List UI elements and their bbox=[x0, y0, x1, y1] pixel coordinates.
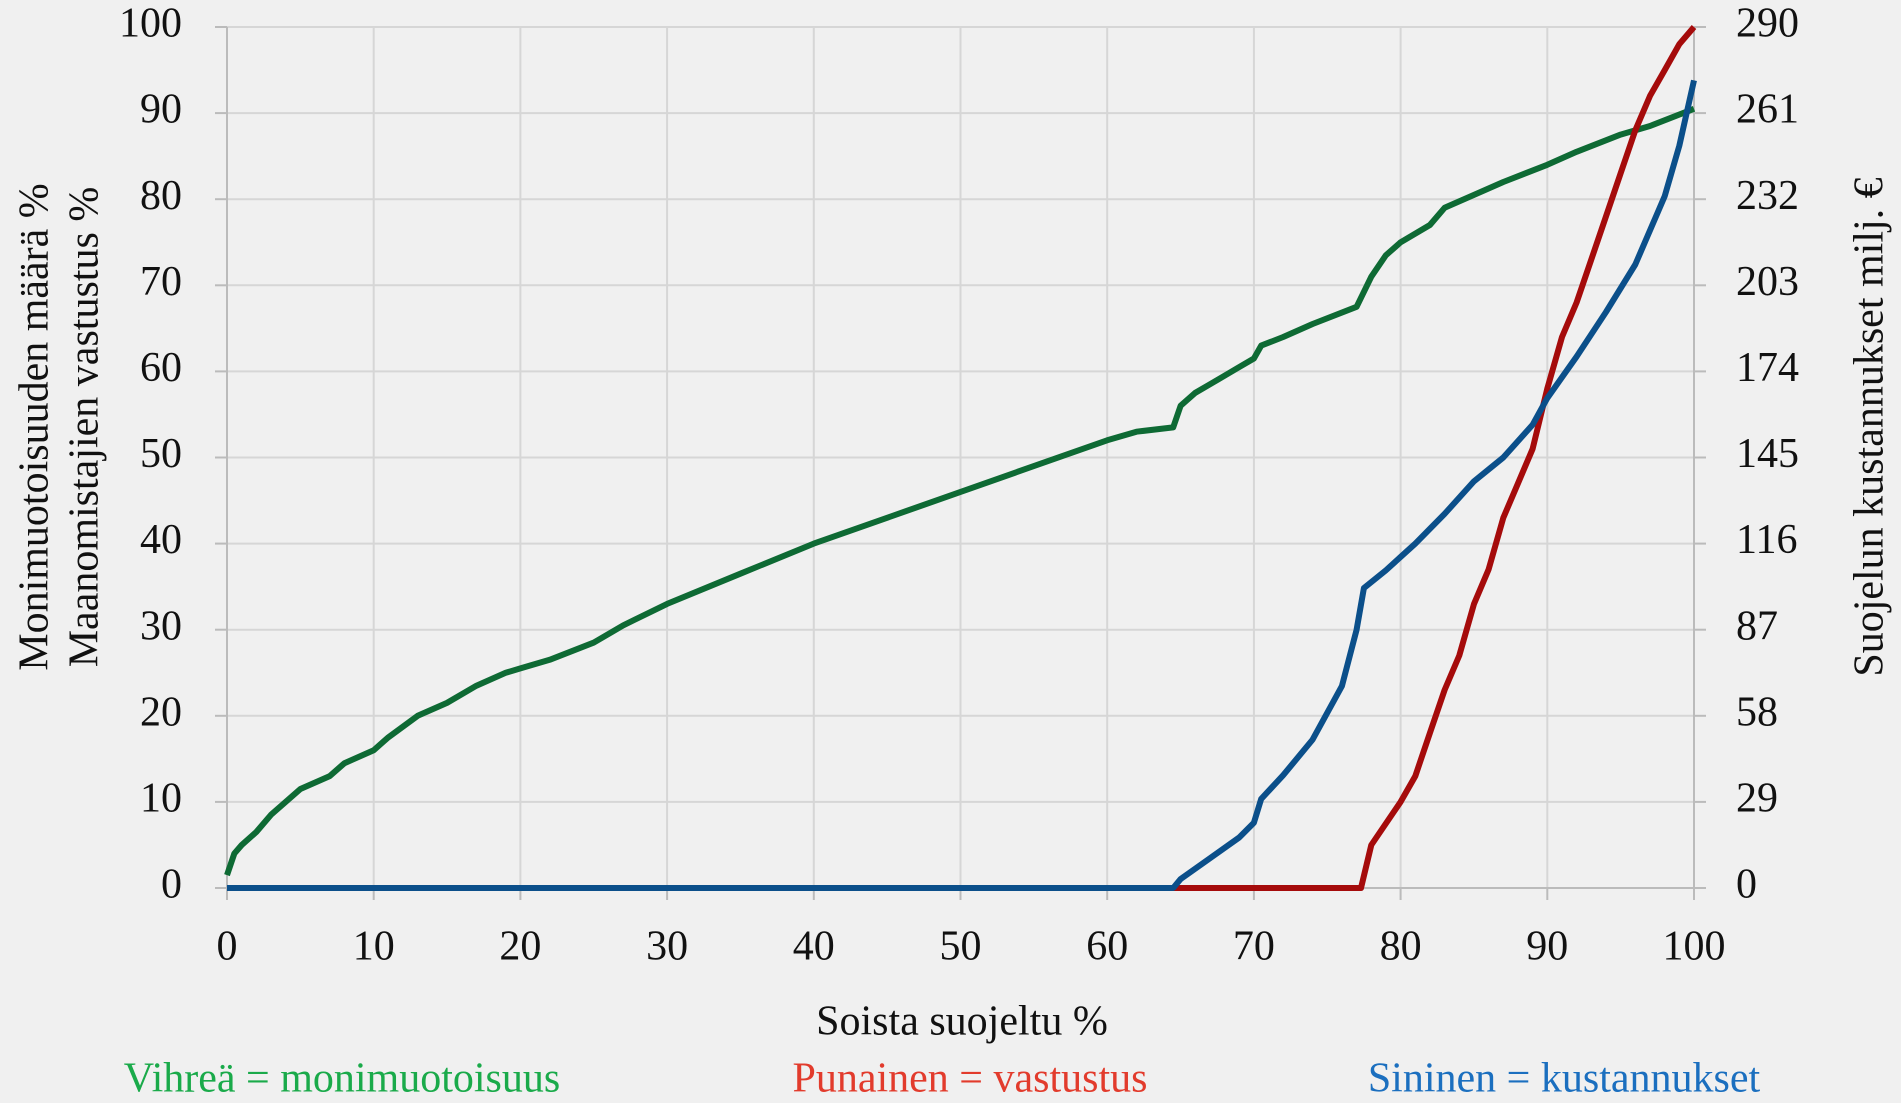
series-line bbox=[227, 25, 1697, 891]
x-tick-label: 40 bbox=[793, 924, 835, 970]
x-tick-label: 60 bbox=[1086, 924, 1128, 970]
series-line bbox=[227, 79, 1697, 891]
legend-entry: Punainen = vastustus bbox=[792, 1056, 1147, 1102]
y-tick-label: 50 bbox=[140, 431, 182, 477]
x-tick-label: 50 bbox=[940, 924, 982, 970]
legend-entry: Vihreä = monimuotoisuus bbox=[124, 1056, 560, 1102]
x-tick-label: 80 bbox=[1380, 924, 1422, 970]
y2-tick-label: 145 bbox=[1736, 431, 1799, 477]
y-axis-label: Monimuotoisuuden määrä % bbox=[12, 183, 58, 671]
y2-tick-label: 29 bbox=[1736, 776, 1778, 822]
y-tick-label: 100 bbox=[119, 1, 182, 47]
y2-tick-label: 87 bbox=[1736, 603, 1778, 649]
x-tick-label: 90 bbox=[1526, 924, 1568, 970]
y-axis-label: Maanomistajien vastustus % bbox=[62, 187, 108, 668]
y-tick-label: 0 bbox=[161, 862, 182, 908]
legend-entry: Sininen = kustannukset bbox=[1368, 1056, 1761, 1102]
x-tick-label: 30 bbox=[646, 924, 688, 970]
x-tick-label: 0 bbox=[217, 924, 238, 970]
series-line bbox=[224, 106, 1696, 877]
y-tick-label: 40 bbox=[140, 517, 182, 563]
x-tick-label: 70 bbox=[1233, 924, 1275, 970]
y-tick-label: 70 bbox=[140, 259, 182, 305]
y-tick-label: 20 bbox=[140, 689, 182, 735]
y2-tick-label: 116 bbox=[1736, 517, 1797, 563]
x-tick-label: 100 bbox=[1663, 924, 1726, 970]
y2-tick-label: 0 bbox=[1736, 862, 1757, 908]
y2-tick-label: 290 bbox=[1736, 1, 1799, 47]
x-axis-label: Soista suojeltu % bbox=[816, 999, 1108, 1045]
y-tick-label: 90 bbox=[140, 87, 182, 133]
y-tick-label: 60 bbox=[140, 345, 182, 391]
y2-tick-label: 58 bbox=[1736, 689, 1778, 735]
y2-tick-label: 261 bbox=[1736, 87, 1799, 133]
y-tick-label: 30 bbox=[140, 603, 182, 649]
y-tick-label: 80 bbox=[140, 173, 182, 219]
y-tick-label: 10 bbox=[140, 776, 182, 822]
x-tick-label: 20 bbox=[499, 924, 541, 970]
y2-axis-label: Suojelun kustannukset milj. € bbox=[1847, 177, 1893, 676]
y2-tick-label: 203 bbox=[1736, 259, 1799, 305]
y2-tick-label: 232 bbox=[1736, 173, 1799, 219]
y2-tick-label: 174 bbox=[1736, 345, 1799, 391]
x-tick-label: 10 bbox=[353, 924, 395, 970]
